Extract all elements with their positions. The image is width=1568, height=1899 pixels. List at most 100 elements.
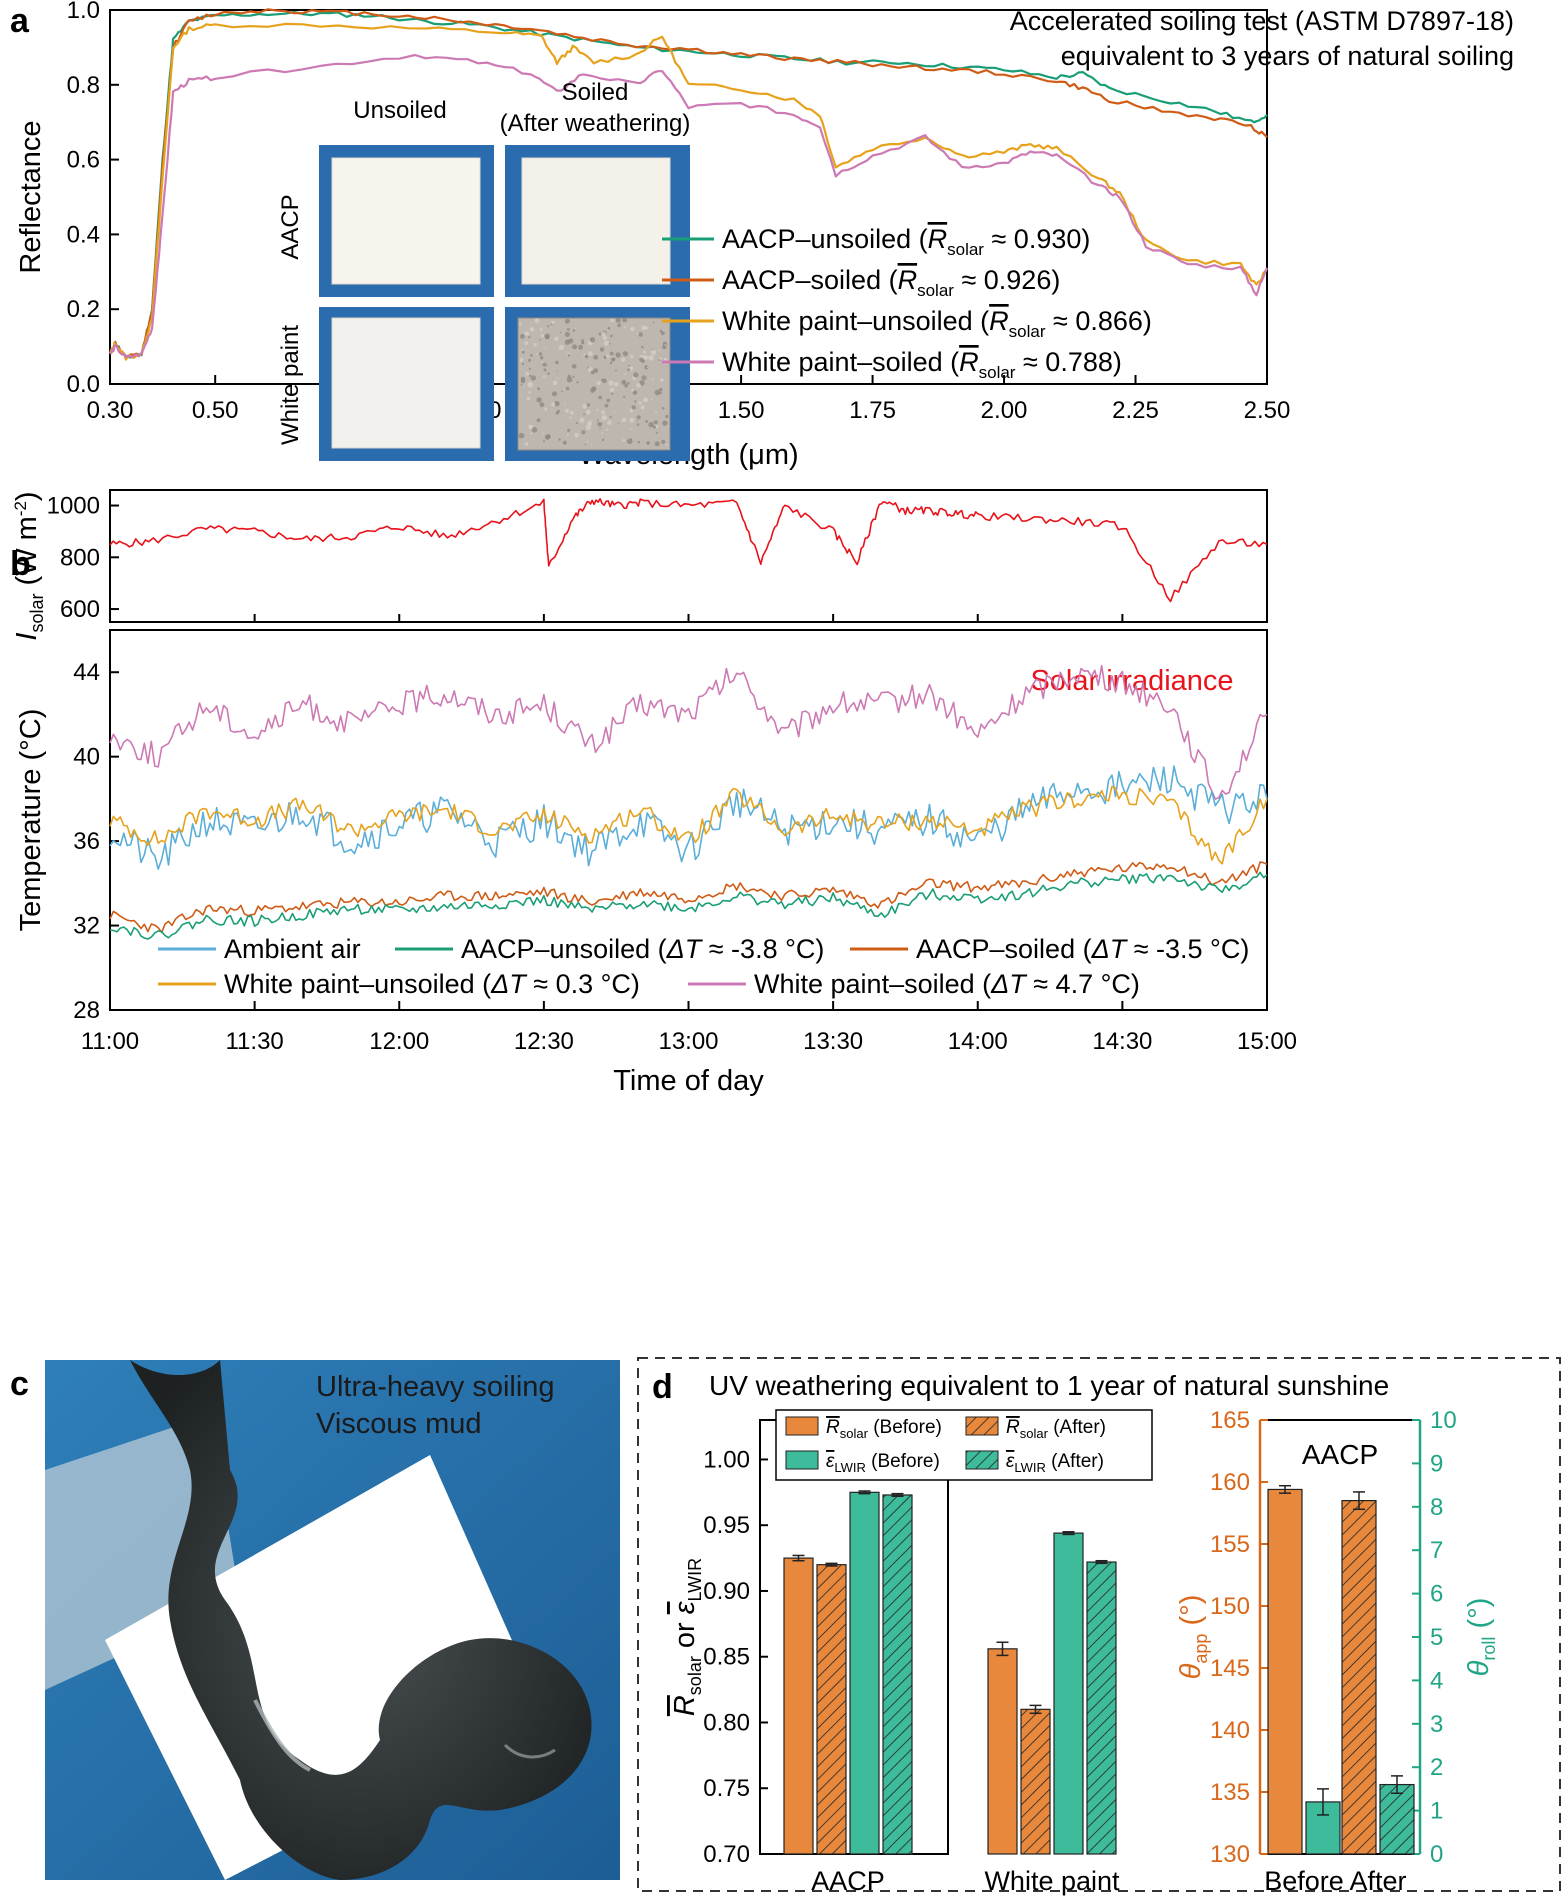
label-sub: roll: [1479, 1637, 1499, 1661]
legend-rbar: R: [928, 224, 948, 254]
speckle-dot: [643, 397, 649, 403]
speckle-dot: [531, 427, 538, 433]
speckle-dot: [667, 445, 669, 447]
x-tick-label: 1.50: [718, 397, 765, 424]
speckle-dot: [528, 367, 531, 370]
y-tick-label: 0.90: [703, 1578, 750, 1605]
speckle-dot: [629, 417, 635, 423]
legend-delta: ΔT: [1091, 934, 1129, 964]
speckle-dot: [588, 351, 593, 356]
y-tick-label-right: 2: [1430, 1754, 1443, 1781]
y-tick-label: 0.75: [703, 1775, 750, 1802]
panel-a-legend: AACP–unsoiled (Rsolar ≈ 0.930)AACP–soile…: [662, 224, 1152, 382]
speckle-dot: [601, 378, 604, 381]
speckle-dot: [604, 340, 610, 346]
speckle-dot: [661, 439, 666, 445]
speckle-dot: [640, 405, 645, 410]
y-tick-label: 0.70: [703, 1841, 750, 1868]
label-unit: (W m: [11, 516, 43, 593]
speckle-dot: [609, 361, 613, 365]
speckle-dot: [633, 372, 639, 378]
speckle-dot: [622, 351, 629, 357]
speckle-dot: [662, 420, 668, 426]
y-tick-label: 0.0: [67, 371, 100, 398]
speckle-dot: [638, 332, 643, 337]
photo-mud-highlight-2: [503, 1743, 556, 1759]
photo-viscous-mud: [130, 1360, 592, 1880]
speckle-dot: [615, 369, 617, 372]
speckle-dot: [622, 317, 628, 323]
speckle-dot: [591, 386, 597, 392]
speckle-dot: [526, 396, 531, 401]
y-tick-label-left: 165: [1210, 1407, 1250, 1434]
y-tick-label: 0.6: [67, 147, 100, 174]
speckle-dot: [624, 373, 627, 376]
speckle-dot: [648, 422, 654, 428]
legend-sym: ε: [1006, 1451, 1015, 1472]
speckle-dot: [604, 357, 606, 360]
legend-d-entry-0: Rsolar (Before): [826, 1417, 942, 1441]
panel-c-caption-line2: Viscous mud: [316, 1408, 482, 1440]
x-tick-label: 1.75: [849, 397, 896, 424]
legend-d-swatch-1: [965, 1416, 999, 1436]
panel-letter-d: d: [652, 1368, 673, 1406]
legend-rbar: R: [989, 306, 1009, 336]
y-tick-label: 0.8: [67, 72, 100, 99]
x-tick-label: 13:00: [658, 1028, 718, 1055]
speckle-dot: [660, 331, 665, 336]
speckle-dot: [609, 387, 615, 393]
x-tick-label: 2.25: [1112, 397, 1159, 424]
speckle-dot: [552, 391, 557, 397]
bar-aacp-3: [882, 1494, 913, 1855]
speckle-dot: [521, 348, 523, 351]
label-sub: solar: [27, 594, 47, 633]
speckle-dot: [551, 402, 555, 407]
speckle-dot: [661, 407, 665, 410]
speckle-dot: [578, 344, 583, 350]
bar-white-paint-0: [987, 1648, 1018, 1855]
legend-a-entry-0: AACP–unsoiled (Rsolar ≈ 0.930): [722, 224, 1090, 259]
photo-aacp-unsoiled-sample: [331, 157, 481, 285]
speckle-dot: [519, 357, 524, 362]
legend-d-entry-1: Rsolar (After): [1006, 1417, 1106, 1441]
speckle-dot: [539, 338, 541, 341]
legend-d-entry-3: εLWIR (After): [1006, 1451, 1104, 1475]
speckle-dot: [598, 395, 603, 400]
legend-b-entry-2: AACP–soiled (ΔT ≈ -3.5 °C): [916, 934, 1249, 964]
speckle-dot: [596, 408, 599, 411]
speckle-dot: [630, 354, 635, 359]
series-white-soiled: [109, 664, 1268, 800]
y-tick-label: 0.80: [703, 1709, 750, 1736]
speckle-dot: [646, 366, 649, 369]
speckle-dot: [529, 374, 532, 377]
panel-a-note: Accelerated soiling test (ASTM D7897-18)…: [1010, 6, 1514, 71]
category-label: Before: [1264, 1866, 1344, 1896]
legend-d-swatch-0: [785, 1416, 819, 1436]
speckle-dot: [528, 336, 531, 339]
panel-letter-c: c: [10, 1365, 29, 1403]
speckle-dot: [584, 354, 589, 359]
speckle-dot: [637, 333, 640, 335]
speckle-dot: [596, 381, 601, 386]
speckle-dot: [636, 383, 641, 388]
speckle-dot: [527, 381, 533, 388]
speckle-dot: [554, 336, 559, 341]
speckle-dot: [528, 424, 534, 430]
speckle-dot: [608, 342, 611, 345]
y-tick-label: 1.00: [703, 1446, 750, 1473]
speckle-dot: [644, 365, 649, 370]
speckle-dot: [544, 407, 548, 411]
y-tick-label-right: 0: [1430, 1841, 1443, 1868]
x-tick-label: 11:00: [81, 1028, 139, 1055]
legend-d-swatch-3: [965, 1450, 999, 1470]
speckle-dot: [611, 356, 613, 359]
speckle-dot: [566, 328, 570, 331]
legend-value: ≈ 0.3 °C): [526, 969, 640, 999]
label-sym: ε: [669, 1600, 701, 1614]
legend-sym: R: [1006, 1417, 1020, 1438]
speckle-dot: [544, 434, 551, 440]
speckle-dot: [584, 443, 587, 446]
y-axis-label-theta-app: θapp (°): [1175, 1595, 1211, 1680]
speckle-dot: [567, 354, 571, 357]
label-unit: (°): [1463, 1598, 1495, 1637]
